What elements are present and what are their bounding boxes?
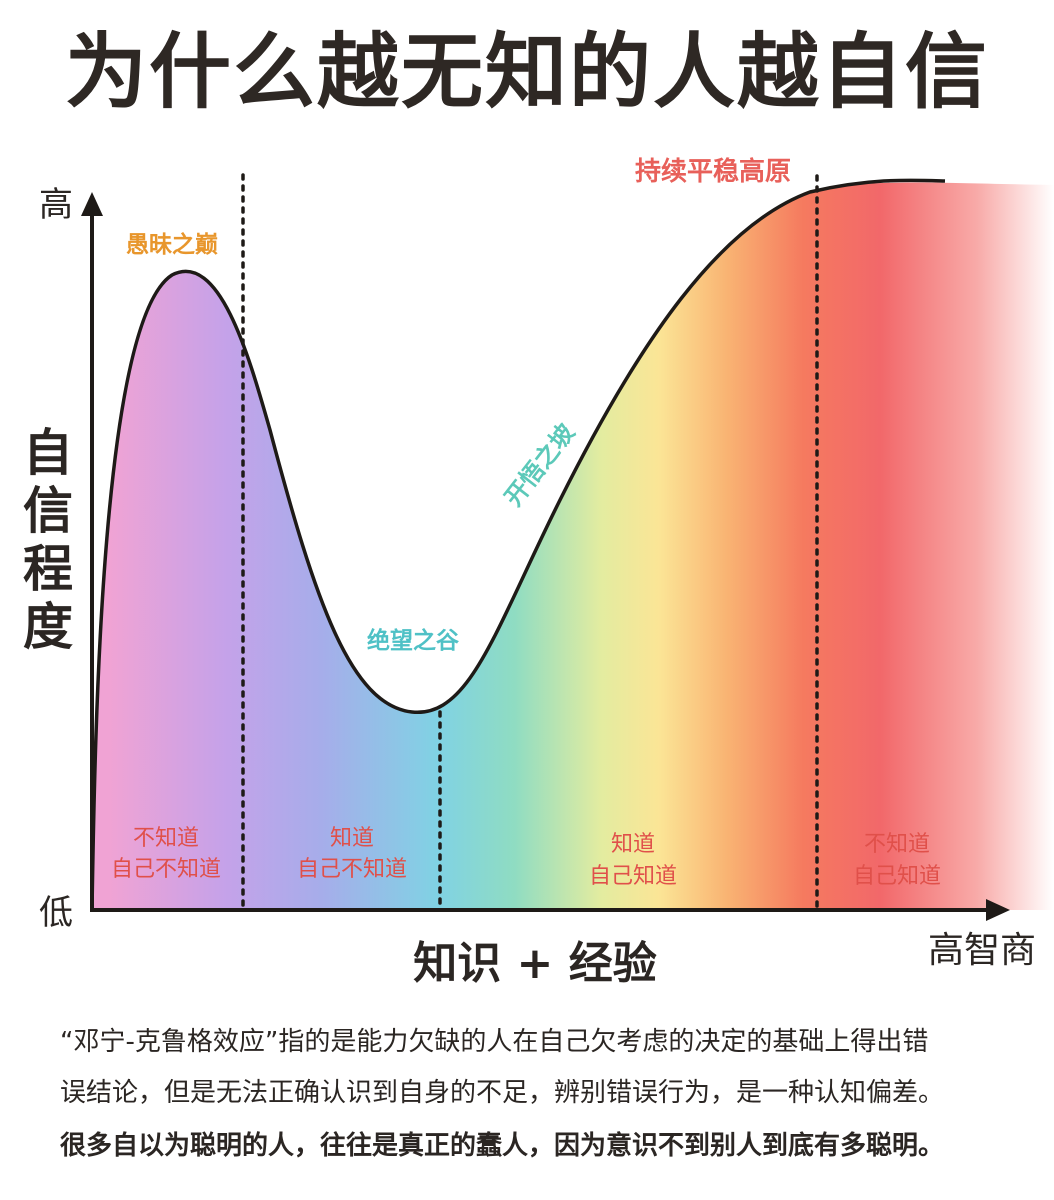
y-axis-title-char: 信 (23, 482, 73, 540)
stage-label-plateau: 持续平稳高原 (635, 156, 791, 187)
axes (90, 210, 990, 912)
zone-divider-lines (241, 173, 819, 910)
x-axis-end-label: 高智商 (928, 930, 1036, 971)
zone-3-line2: 自己知道 (589, 864, 677, 889)
zone-2-line2: 自己不知道 (297, 857, 407, 882)
y-axis-arrow (81, 192, 103, 216)
page-title: 为什么越无知的人越自信 (64, 25, 989, 120)
description-line-3: 很多自以为聪明的人，往往是真正的蠢人，因为意识不到别人到底有多聪明。 (60, 1131, 945, 1161)
zone-1-line1: 不知道 (133, 826, 199, 851)
y-axis-high-label: 高 (39, 185, 73, 225)
y-axis-low-label: 低 (39, 893, 73, 933)
y-axis-title: 自信程度 (23, 424, 73, 656)
zone-3-line1: 知道 (611, 832, 655, 857)
description-line-1: “邓宁-克鲁格效应”指的是能力欠缺的人在自己欠考虑的决定的基础上得出错 (60, 1027, 929, 1057)
zone-4-line1: 不知道 (864, 832, 930, 857)
x-axis-title: 知识 + 经验 (413, 938, 657, 989)
confidence-area (92, 182, 1054, 911)
stage-label-peak: 愚昧之巅 (126, 231, 218, 258)
zone-4-line2: 自己知道 (853, 864, 941, 889)
dunning-kruger-chart: 高 低 自信程度 知识 + 经验 高智商 愚昧之巅 绝望之谷 开悟之坡 持续平稳… (23, 156, 1054, 989)
zone-2-line1: 知道 (330, 826, 374, 851)
stage-label-valley: 绝望之谷 (367, 627, 460, 654)
y-axis-title-char: 度 (23, 598, 73, 656)
y-axis-title-char: 自 (23, 424, 73, 482)
y-axis-title-char: 程 (23, 540, 73, 598)
zone-labels: 不知道 自己不知道 知道 自己不知道 知道 自己知道 不知道 自己知道 (111, 826, 941, 889)
confidence-curve (90, 178, 946, 911)
zone-1-line2: 自己不知道 (111, 857, 221, 882)
x-axis-arrow (986, 899, 1010, 921)
description-line-2: 误结论，但是无法正确认识到自身的不足，辨别错误行为，是一种认知偏差。 (60, 1078, 945, 1108)
